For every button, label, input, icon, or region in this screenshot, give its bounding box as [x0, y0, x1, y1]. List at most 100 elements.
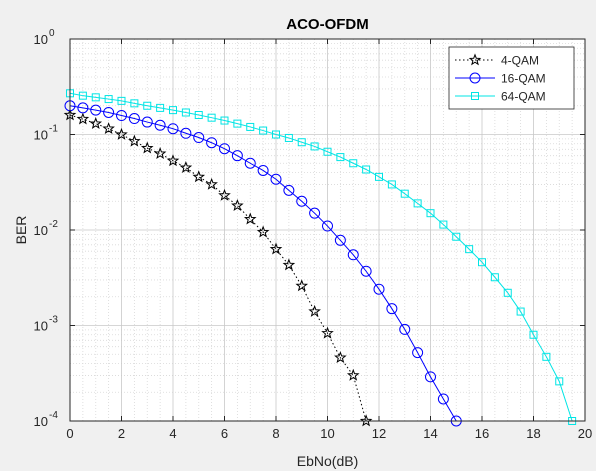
data-point [425, 371, 436, 383]
data-point [346, 368, 360, 381]
data-point [219, 143, 230, 155]
data-point [308, 304, 321, 317]
data-point [246, 122, 255, 131]
data-point [140, 141, 154, 154]
data-point [128, 113, 140, 125]
data-point [295, 279, 309, 292]
data-point [296, 195, 308, 207]
data-point [257, 164, 269, 176]
data-point [321, 326, 334, 339]
data-point [243, 212, 257, 225]
series-4-qam [63, 108, 373, 427]
data-point [104, 95, 113, 104]
legend-label: 4-QAM [501, 54, 539, 68]
y-tick-label-exponent: -1 [49, 124, 58, 135]
data-point [194, 111, 203, 120]
data-point [529, 330, 538, 339]
data-point [91, 93, 100, 102]
legend-marker [469, 72, 481, 84]
data-point [426, 209, 435, 218]
x-tick-label: 4 [169, 426, 176, 441]
data-point [452, 232, 461, 241]
data-point [141, 116, 153, 128]
data-point [78, 91, 87, 100]
legend-label: 16-QAM [501, 72, 546, 86]
data-point [359, 414, 373, 427]
data-point [413, 199, 422, 208]
data-point [297, 138, 306, 147]
y-axis-label: BER [13, 216, 29, 245]
data-point [220, 116, 229, 125]
data-point [193, 132, 205, 144]
data-point [283, 184, 295, 196]
y-tick-label: 10 [34, 319, 48, 334]
data-point [115, 127, 128, 140]
data-point [166, 154, 180, 167]
data-point [400, 189, 409, 198]
y-tick-label-exponent: -4 [49, 410, 58, 421]
data-point [192, 170, 206, 183]
data-point [399, 323, 411, 335]
data-point [116, 110, 127, 122]
x-tick-label: 16 [475, 426, 489, 441]
data-point [490, 273, 499, 282]
data-point [181, 108, 190, 117]
x-tick-label: 2 [118, 426, 125, 441]
data-point [360, 265, 372, 277]
data-point [362, 165, 371, 174]
data-point [102, 122, 115, 135]
data-point [154, 119, 166, 131]
legend-item[interactable]: 4-QAM [455, 53, 539, 68]
data-point [334, 234, 346, 246]
series-line [69, 105, 457, 422]
data-point [206, 137, 218, 149]
x-axis-label: EbNo(dB) [297, 453, 358, 469]
data-point [130, 99, 139, 108]
x-tick-label: 8 [272, 426, 279, 441]
data-point [387, 180, 396, 189]
data-point [207, 113, 216, 122]
data-point [439, 220, 448, 229]
data-point [90, 104, 102, 116]
data-point [516, 307, 525, 316]
x-tick-label: 12 [372, 426, 386, 441]
data-point [282, 258, 296, 271]
y-tick-label-exponent: -3 [49, 315, 58, 326]
data-point [180, 127, 192, 139]
data-point [143, 101, 152, 110]
legend-item[interactable]: 16-QAM [455, 72, 546, 86]
x-tick-label: 10 [320, 426, 334, 441]
data-point [375, 172, 383, 181]
data-point [169, 106, 177, 115]
data-point [156, 103, 165, 112]
legend-item[interactable]: 64-QAM [455, 90, 546, 104]
legend-label: 64-QAM [501, 90, 546, 104]
x-tick-label: 18 [526, 426, 540, 441]
legend[interactable]: 4-QAM 16-QAM 64-QAM [448, 46, 575, 110]
data-point [542, 352, 551, 361]
data-point [205, 177, 218, 190]
data-point [218, 188, 231, 201]
y-tick-label: 10 [34, 32, 48, 47]
data-point [233, 119, 242, 128]
data-point [310, 142, 319, 151]
data-point [270, 173, 282, 185]
data-point [503, 288, 512, 297]
data-point [334, 351, 347, 364]
x-tick-label: 0 [66, 426, 73, 441]
series-16-qam [64, 100, 462, 427]
data-point [347, 249, 359, 261]
data-point [231, 150, 243, 162]
data-point [269, 242, 283, 255]
data-point [117, 96, 126, 105]
data-point [76, 112, 90, 125]
data-point [103, 106, 115, 118]
x-tick-label: 14 [423, 426, 437, 441]
y-tick-label: 10 [34, 414, 48, 429]
chart-title: ACO-OFDM [286, 16, 369, 33]
series-64-qam [66, 89, 577, 425]
data-point [478, 258, 486, 267]
y-tick-label-exponent: -2 [49, 219, 58, 230]
data-point [386, 303, 398, 315]
